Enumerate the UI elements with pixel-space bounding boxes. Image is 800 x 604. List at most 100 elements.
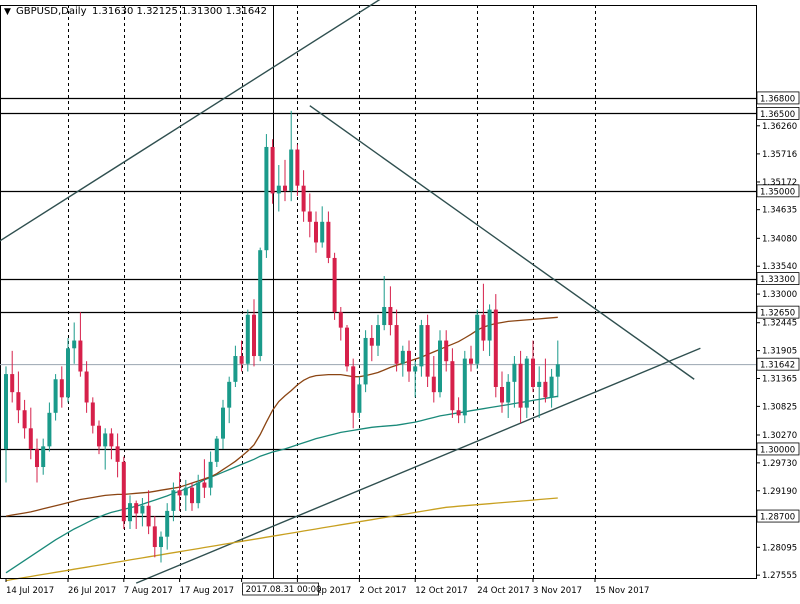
level-price-label-box <box>756 184 800 198</box>
last-price-label: 1.31642 <box>760 361 795 371</box>
candle-body <box>177 490 182 496</box>
horizontal-levels <box>0 97 756 518</box>
price-tick-label: 1.34080 <box>762 234 797 244</box>
candle-body <box>555 364 560 377</box>
candle-body <box>214 438 219 462</box>
price-tick-label: 1.33540 <box>762 262 797 272</box>
candle-body <box>146 505 151 527</box>
candle-body <box>320 221 325 243</box>
candle-body <box>66 348 70 398</box>
candle-body <box>462 358 467 416</box>
upper-channel-line <box>0 0 381 242</box>
trendlines <box>0 0 701 584</box>
candle-body <box>475 314 480 364</box>
price-tick-label: 1.35716 <box>762 150 797 160</box>
candle-body <box>245 314 250 364</box>
level-price-label: 1.28700 <box>760 513 795 523</box>
price-tick-label: 1.29190 <box>762 487 797 497</box>
candle-body <box>394 325 399 364</box>
candle-body <box>270 146 275 194</box>
candle-body <box>103 433 108 447</box>
candle-body <box>28 428 33 449</box>
price-tick-label: 1.27555 <box>762 571 797 581</box>
candle-body <box>363 337 368 385</box>
candle-body <box>326 221 331 258</box>
candle-body <box>332 257 337 313</box>
time-tick-label: 7 Aug 2017 <box>124 586 173 596</box>
candle-body <box>289 149 294 191</box>
candle-body <box>90 402 95 426</box>
candle-body <box>407 350 411 372</box>
slow-moving-average-line <box>5 497 558 582</box>
candle-body <box>97 425 101 447</box>
price-tick-label: 1.33000 <box>762 290 797 300</box>
candle-body <box>140 505 145 514</box>
crosshair-time-box <box>242 582 320 596</box>
candle-body <box>500 387 504 403</box>
candle-body <box>450 361 455 411</box>
time-tick-label: 2 Oct 2017 <box>359 586 406 596</box>
candle-body <box>115 446 120 462</box>
candle-body <box>264 146 269 251</box>
candle-body <box>376 325 380 346</box>
time-tick-label: 14 Jul 2017 <box>6 586 54 596</box>
candle-body <box>531 358 535 387</box>
level-price-label: 1.36500 <box>760 110 795 120</box>
time-tick-label: 24 Oct 2017 <box>477 586 530 596</box>
candle-body <box>549 376 554 398</box>
candle-body <box>128 503 132 522</box>
candle-body <box>196 482 201 504</box>
candle-body <box>4 374 8 449</box>
candle-body <box>10 374 15 393</box>
price-tick-label: 1.32445 <box>762 319 797 329</box>
level-price-label-box <box>756 91 800 105</box>
candle-body <box>295 149 300 186</box>
candle-body <box>518 363 523 408</box>
candle-body <box>351 366 356 413</box>
candle-body <box>307 211 312 222</box>
candle-body <box>252 314 256 357</box>
level-price-label-box <box>756 272 800 285</box>
candle-body <box>537 381 542 387</box>
candle-body <box>258 250 263 357</box>
dropdown-icon[interactable]: ▼ <box>4 7 11 17</box>
candle-body <box>301 185 306 212</box>
candle-body <box>469 358 473 364</box>
candle-body <box>444 340 449 362</box>
chart-header: ▼ GBPUSD,Daily 1.31630 1.32125 1.31300 1… <box>4 6 267 17</box>
time-tick-label: 20 Sep 2017 <box>297 586 351 596</box>
price-tick-label: 1.31365 <box>762 374 797 384</box>
level-price-label: 1.35000 <box>760 187 795 197</box>
candle-body <box>22 410 27 429</box>
candle-body <box>493 309 498 387</box>
candle-body <box>345 327 349 367</box>
last-price-label-box <box>756 357 800 371</box>
time-tick-label: 12 Oct 2017 <box>415 586 468 596</box>
candle-body <box>487 309 492 341</box>
candle-body <box>425 325 430 377</box>
candle-body <box>53 379 58 413</box>
candle-body <box>35 448 39 468</box>
candles <box>4 110 560 563</box>
candle-body <box>233 356 238 382</box>
candle-body <box>221 407 225 439</box>
candle-body <box>338 312 343 328</box>
price-tick-label: 1.35172 <box>762 178 797 188</box>
candle-body <box>543 381 548 398</box>
candle-body <box>165 510 170 537</box>
level-price-label-box <box>756 107 800 120</box>
price-axis: 1.36260 1.35716 1.35172 1.34635 1.34080 1.335… <box>756 91 800 581</box>
candle-body <box>431 376 436 393</box>
candle-body <box>506 381 511 403</box>
descending-resistance-line <box>309 105 695 380</box>
level-price-label: 1.32650 <box>760 309 795 319</box>
candle-body <box>78 340 83 372</box>
level-price-label-box <box>756 442 800 456</box>
candle-body <box>413 366 418 372</box>
candle-body <box>227 381 232 408</box>
price-tick-label: 1.31905 <box>762 347 797 357</box>
level-price-label: 1.33300 <box>760 275 795 285</box>
price-tick-label: 1.34635 <box>762 206 797 216</box>
